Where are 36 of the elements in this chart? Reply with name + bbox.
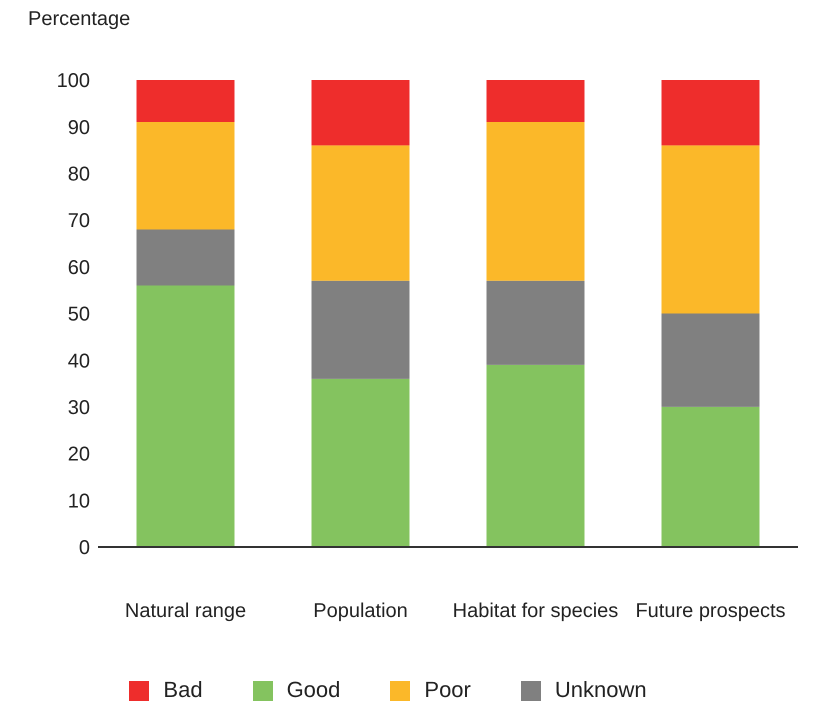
y-tick-label: 50 (68, 304, 90, 326)
x-tick-label: Natural range (124, 600, 246, 622)
legend-label: Good (286, 677, 340, 702)
bar (136, 122, 234, 230)
y-tick-label: 100 (56, 70, 90, 92)
bar (312, 80, 410, 146)
bar (312, 280, 410, 379)
x-tick-label: Habitat for species (452, 600, 618, 622)
bar (136, 285, 234, 547)
bar (662, 80, 760, 146)
x-tick-label: Population (313, 600, 408, 622)
y-tick-label: 30 (68, 397, 90, 419)
legend-label: Unknown (554, 677, 647, 702)
y-tick-label: 20 (68, 444, 90, 466)
bar (312, 378, 410, 547)
bar (136, 80, 234, 122)
y-tick-label: 70 (68, 210, 90, 232)
bar (136, 229, 234, 286)
y-tick-label: 40 (68, 350, 90, 372)
bar (662, 145, 760, 314)
bar (486, 280, 584, 365)
y-axis-title: Percentage (28, 8, 130, 31)
y-tick-label: 10 (68, 490, 90, 512)
legend-label: Bad (163, 677, 203, 702)
bar (662, 314, 760, 407)
bar (486, 364, 584, 547)
bar (662, 406, 760, 547)
y-tick-label: 0 (78, 537, 90, 560)
y-tick-label: 60 (68, 256, 90, 279)
bar (312, 145, 410, 281)
bar (486, 122, 584, 281)
y-tick-label: 90 (68, 116, 90, 139)
x-tick-label: Future prospects (635, 600, 786, 622)
legend-label: Poor (424, 677, 471, 702)
y-tick-label: 80 (68, 164, 90, 186)
bar (486, 80, 584, 122)
